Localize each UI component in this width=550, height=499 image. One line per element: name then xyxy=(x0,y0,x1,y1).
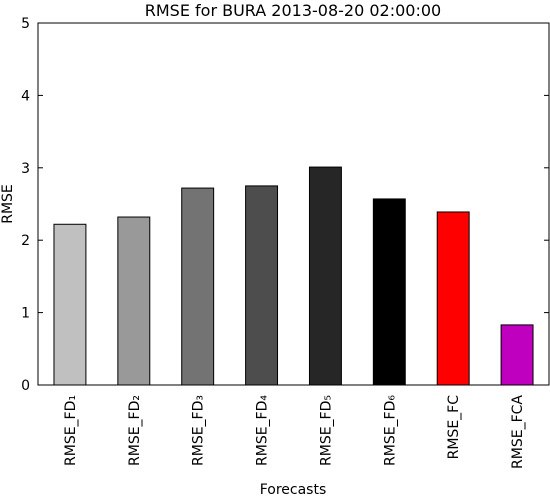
x-tick-label: RMSE_FD₃ xyxy=(191,395,207,466)
bar xyxy=(308,166,342,386)
y-tick-label: 0 xyxy=(21,378,30,394)
bar xyxy=(372,198,406,386)
bar xyxy=(53,223,87,386)
y-tick-label: 5 xyxy=(21,16,30,32)
x-tick-label: RMSE_FCA xyxy=(510,395,526,469)
x-tick-label: RMSE_FD₁ xyxy=(63,395,79,466)
x-tick-label: RMSE_FD₆ xyxy=(382,395,398,466)
x-tick-label: RMSE_FC xyxy=(446,395,462,460)
plot-frame xyxy=(37,22,550,386)
x-tick-label: RMSE_FD₄ xyxy=(255,395,271,466)
bar xyxy=(436,211,470,386)
y-tick-label: 4 xyxy=(21,88,30,104)
bar xyxy=(245,185,279,386)
chart-title: RMSE for BURA 2013-08-20 02:00:00 xyxy=(145,1,441,20)
bar xyxy=(500,324,534,386)
y-tick-label: 1 xyxy=(21,306,30,322)
x-tick-label: RMSE_FD₂ xyxy=(127,395,143,466)
bar xyxy=(181,187,215,386)
bar xyxy=(117,216,151,386)
y-tick-label: 2 xyxy=(21,233,30,249)
y-axis-label: RMSE xyxy=(0,184,16,224)
x-tick-label: RMSE_FD₅ xyxy=(318,395,334,466)
y-tick-label: 3 xyxy=(21,161,30,177)
x-axis-label: Forecasts xyxy=(260,482,327,498)
